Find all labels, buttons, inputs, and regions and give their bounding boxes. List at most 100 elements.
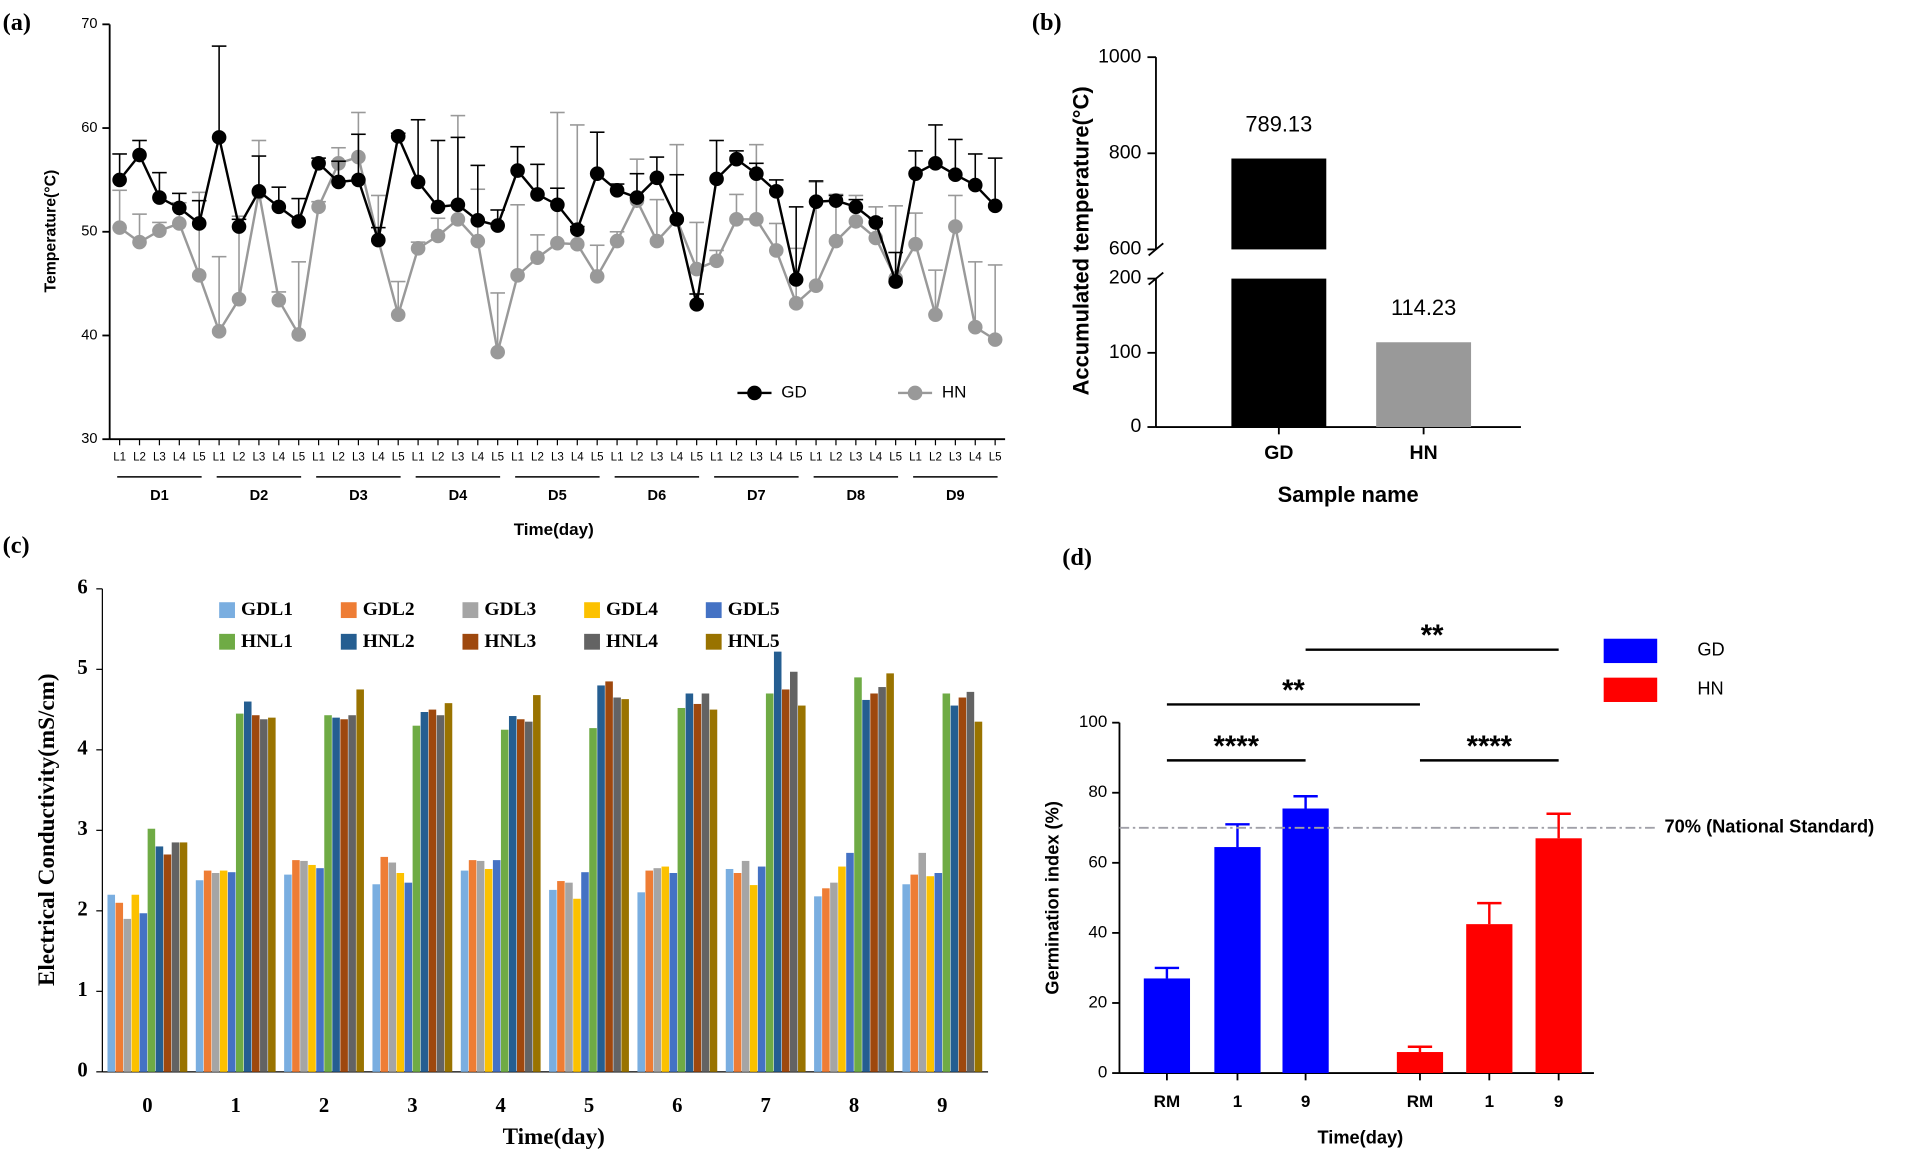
x-tick-label: 8 (849, 1095, 859, 1117)
bar (1143, 978, 1191, 1074)
x-tick-label: RM (1407, 1092, 1433, 1111)
point (649, 170, 665, 186)
bar (693, 703, 702, 1072)
bar (516, 719, 525, 1072)
group-label: D7 (747, 488, 766, 504)
point (948, 219, 963, 234)
point (370, 232, 386, 248)
y-tick-label: 5 (77, 657, 87, 679)
legend-label: GDL4 (606, 599, 658, 620)
bar (790, 671, 798, 1072)
bar (533, 695, 541, 1072)
point (788, 296, 804, 311)
point (450, 197, 466, 213)
bar (388, 862, 397, 1072)
x-tick-label: L5 (193, 451, 206, 463)
bar (436, 715, 445, 1072)
panel-label: (a) (3, 9, 31, 36)
point (828, 193, 844, 208)
point (808, 278, 824, 293)
x-tick-label: L5 (889, 451, 902, 463)
x-tick-label: L3 (650, 451, 663, 463)
point (609, 233, 625, 249)
bar (621, 699, 629, 1072)
x-tick-label: 3 (407, 1095, 417, 1117)
x-tick-label: L3 (451, 451, 464, 463)
legend-swatch (1603, 638, 1658, 664)
bar (589, 728, 597, 1072)
bar (1466, 924, 1513, 1074)
x-tick-label: L5 (989, 451, 1002, 463)
bar (886, 673, 894, 1072)
point (510, 268, 525, 283)
point (749, 212, 764, 227)
x-tick-label: L1 (213, 451, 226, 463)
point (331, 174, 346, 190)
point (112, 172, 127, 188)
bar (380, 856, 389, 1072)
x-tick-label: 9 (937, 1095, 947, 1117)
bar (846, 852, 854, 1072)
point (967, 177, 983, 193)
x-tick-label: 9 (1301, 1092, 1310, 1111)
x-tick-label: GD (1264, 442, 1293, 464)
x-tick-label: L5 (292, 451, 305, 463)
y-tick-label: 80 (1088, 782, 1107, 801)
bar (155, 846, 164, 1072)
bar (115, 902, 124, 1072)
x-tick-label: L1 (511, 451, 524, 463)
x-tick-label: L1 (710, 451, 723, 463)
point (967, 319, 983, 335)
point (768, 184, 784, 199)
bar (1535, 838, 1582, 1074)
legend-swatch (340, 602, 357, 619)
point (410, 174, 426, 190)
x-tick-label: L4 (571, 451, 584, 463)
point (271, 292, 287, 308)
point (888, 274, 903, 289)
legend-marker (907, 385, 923, 401)
point (490, 218, 505, 233)
bar (227, 872, 236, 1072)
bar (179, 842, 188, 1072)
y-tick-label: 70 (81, 16, 97, 32)
point (490, 344, 505, 360)
bar (1231, 158, 1327, 250)
x-tick-label: L4 (471, 451, 484, 463)
point (928, 156, 943, 171)
panel-label: (c) (3, 532, 30, 559)
legend-label: GD (781, 382, 807, 401)
bar (773, 651, 782, 1072)
point (450, 212, 466, 227)
group-label: D6 (648, 488, 667, 504)
bar (661, 866, 670, 1072)
bar (1376, 342, 1472, 428)
y-tick-label: 100 (1079, 712, 1107, 731)
bar (107, 894, 116, 1072)
point (211, 130, 227, 145)
point (868, 215, 884, 230)
bar (757, 866, 766, 1072)
point (848, 214, 864, 229)
group-label: D4 (449, 488, 469, 504)
bar (653, 868, 662, 1072)
bar (565, 882, 573, 1072)
point (410, 241, 426, 256)
point (609, 182, 625, 198)
x-tick-label: L5 (690, 451, 703, 463)
point (908, 166, 923, 181)
bar (597, 685, 605, 1072)
point (550, 197, 565, 213)
point (768, 243, 784, 258)
bar (219, 870, 228, 1072)
point (808, 194, 824, 209)
y-tick-label: 2 (77, 899, 87, 921)
bar (131, 894, 140, 1072)
point (729, 151, 744, 167)
y-axis-label: Temperature(°C) (42, 170, 59, 293)
legend-swatch (584, 602, 600, 619)
x-axis-label: Sample name (1278, 482, 1419, 507)
point (311, 156, 326, 171)
y-tick-label: 40 (81, 327, 97, 343)
